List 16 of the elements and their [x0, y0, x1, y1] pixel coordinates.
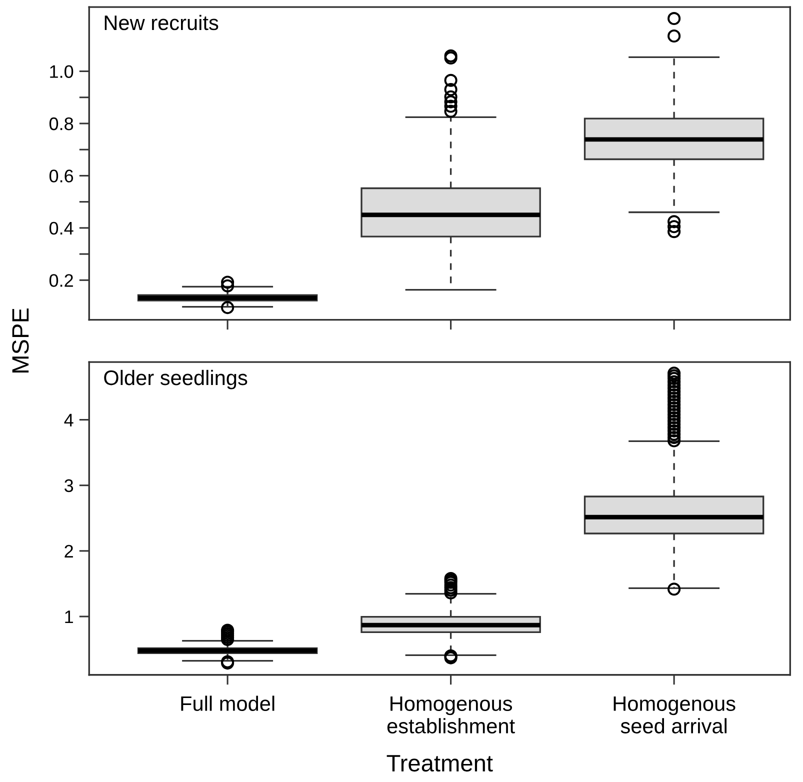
y-tick-label: 0.4 [49, 222, 74, 235]
y-tick-label: 0.8 [49, 117, 74, 130]
chart-title: Older seedlings [104, 370, 248, 390]
x-tick-label: Homogenous establishment [387, 696, 515, 734]
x-axis-title: Treatment [386, 755, 493, 772]
y-tick-label: 1 [65, 610, 73, 624]
x-tick-label: Homogenous seed arrival [614, 696, 736, 734]
y-tick-label: 1.0 [50, 65, 74, 78]
y-tick-label: 2 [64, 544, 73, 558]
y-tick-label: 4 [64, 414, 74, 426]
y-tick-label: 3 [64, 479, 74, 492]
y-tick-label: 0.2 [49, 274, 73, 287]
chart-title: New recruits [104, 14, 218, 30]
x-tick-label: Full model [181, 696, 274, 711]
y-axis-title: MSPE [12, 308, 29, 372]
y-tick-label: 0.6 [49, 170, 74, 182]
